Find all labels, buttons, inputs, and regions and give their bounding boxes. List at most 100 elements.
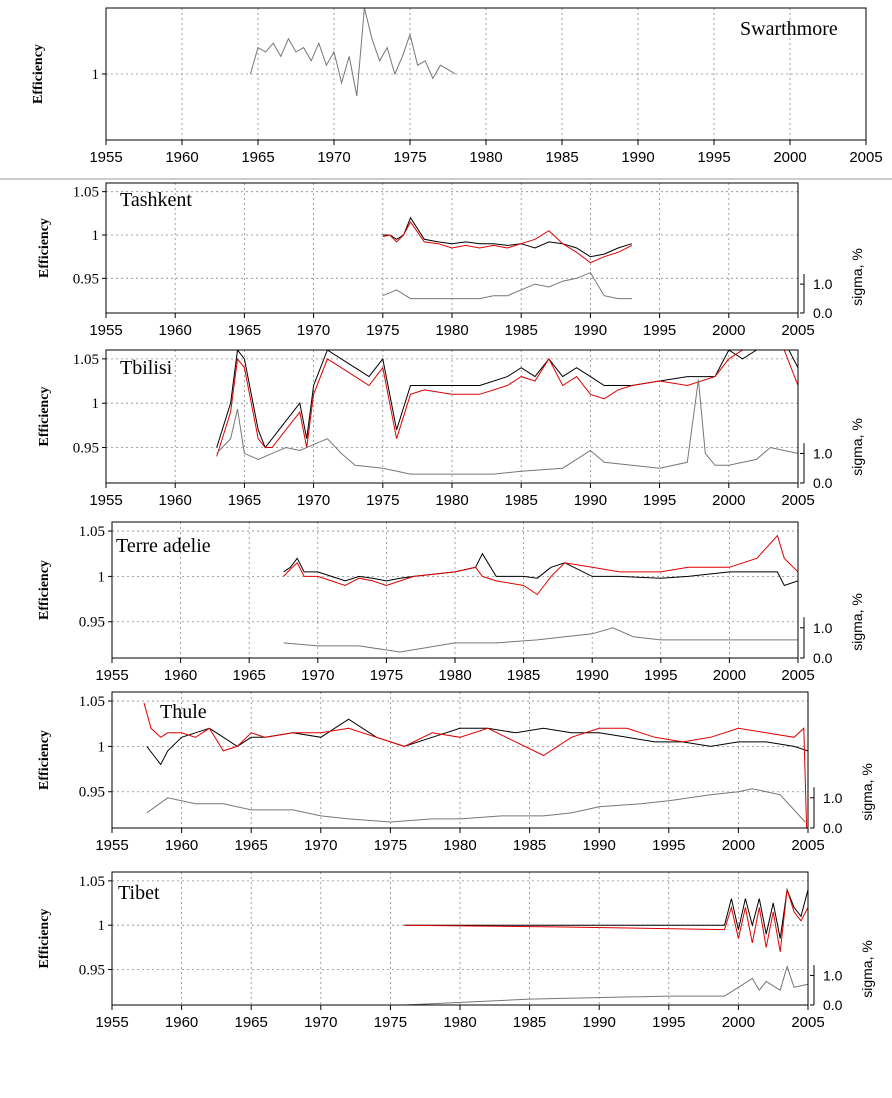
x-tick-label: 1970 bbox=[301, 667, 334, 684]
x-tick-label: 2000 bbox=[712, 492, 745, 509]
station-label: Thule bbox=[160, 701, 207, 723]
panel-frame bbox=[111, 691, 809, 829]
y-tick-label: 1.05 bbox=[73, 352, 99, 368]
panel-frame bbox=[105, 7, 867, 141]
black-series-line bbox=[283, 552, 798, 587]
sigma-axis-label: sigma, % bbox=[859, 940, 875, 998]
sigma-line bbox=[216, 379, 798, 475]
efficiency-line bbox=[249, 8, 456, 97]
x-tick-label: 2000 bbox=[773, 149, 806, 166]
x-tick-label: 1960 bbox=[165, 837, 198, 854]
red-series-line bbox=[283, 534, 798, 596]
panel-frame bbox=[105, 182, 799, 314]
y-tick-label: 1 bbox=[92, 396, 100, 412]
sigma-line bbox=[382, 271, 632, 300]
red-series-line bbox=[382, 221, 633, 264]
y-tick-label: 0.95 bbox=[79, 963, 105, 979]
panel-terre-adelie: 1955 1960 1965 1970 1975 1980 1985 1990 1995 2000… bbox=[37, 521, 865, 684]
x-tick-label: 1985 bbox=[505, 492, 538, 509]
x-tick-label: 2005 bbox=[781, 492, 814, 509]
x-tick-label: 1995 bbox=[652, 1014, 685, 1031]
y-axis-label: Efficiency bbox=[37, 730, 52, 790]
x-tick-label: 1975 bbox=[374, 1014, 407, 1031]
y-tick-label: 1.05 bbox=[79, 694, 105, 710]
x-tick-label: 1970 bbox=[317, 149, 350, 166]
x-tick-label: 2005 bbox=[791, 837, 824, 854]
y-tick-label: 0.95 bbox=[79, 615, 105, 631]
x-tick-label: 1985 bbox=[545, 149, 578, 166]
red-series-line bbox=[404, 889, 808, 952]
station-label: Tibet bbox=[118, 882, 160, 904]
y-tick-label: 1 bbox=[98, 569, 106, 585]
x-tick-label: 2005 bbox=[791, 1014, 824, 1031]
sigma-tick-label: 1.0 bbox=[813, 620, 833, 636]
y-tick-label: 1 bbox=[92, 228, 100, 244]
x-tick-label: 1985 bbox=[507, 667, 540, 684]
station-label: Terre adelie bbox=[116, 535, 211, 557]
x-tick-label: 1975 bbox=[393, 149, 426, 166]
x-tick-label: 1960 bbox=[159, 322, 192, 339]
sigma-tick-label: 1.0 bbox=[823, 790, 843, 806]
x-tick-label: 1965 bbox=[233, 667, 266, 684]
sigma-line bbox=[146, 788, 806, 823]
panel-frame bbox=[111, 871, 809, 1006]
x-tick-label: 1955 bbox=[89, 492, 122, 509]
x-tick-label: 1980 bbox=[438, 667, 471, 684]
y-tick-label: 1.05 bbox=[79, 874, 105, 890]
x-tick-label: 2005 bbox=[849, 149, 882, 166]
x-tick-label: 1990 bbox=[583, 1014, 616, 1031]
red-series-line bbox=[143, 702, 808, 828]
x-tick-label: 2000 bbox=[713, 667, 746, 684]
x-tick-label: 1970 bbox=[297, 492, 330, 509]
sigma-tick-label: 1.0 bbox=[813, 445, 833, 461]
panel-thule: 1955 1960 1965 1970 1975 1980 1985 1990 1995 2000… bbox=[37, 691, 875, 854]
y-axis-label: Efficiency bbox=[37, 560, 52, 620]
x-tick-label: 1955 bbox=[95, 837, 128, 854]
x-tick-label: 1980 bbox=[469, 149, 502, 166]
station-label: Swarthmore bbox=[740, 18, 838, 40]
x-tick-label: 2000 bbox=[722, 837, 755, 854]
x-tick-label: 1985 bbox=[513, 837, 546, 854]
y-tick-label: 1.05 bbox=[79, 524, 105, 540]
y-tick-label: 1 bbox=[92, 67, 100, 83]
y-tick-label: 1 bbox=[98, 918, 106, 934]
x-tick-label: 1970 bbox=[297, 322, 330, 339]
station-label: Tashkent bbox=[120, 189, 192, 211]
x-tick-label: 1975 bbox=[370, 667, 403, 684]
x-tick-label: 1965 bbox=[228, 322, 261, 339]
x-tick-label: 2005 bbox=[781, 322, 814, 339]
y-tick-label: 1 bbox=[98, 739, 106, 755]
x-tick-label: 1980 bbox=[435, 322, 468, 339]
x-tick-label: 1960 bbox=[165, 1014, 198, 1031]
x-tick-label: 1995 bbox=[697, 149, 730, 166]
x-tick-label: 1995 bbox=[643, 492, 676, 509]
black-series-line bbox=[404, 887, 808, 939]
x-tick-label: 1980 bbox=[435, 492, 468, 509]
black-series-line bbox=[216, 350, 798, 449]
sigma-line bbox=[283, 627, 798, 653]
black-series-line bbox=[146, 718, 808, 766]
y-axis-label: Efficiency bbox=[37, 909, 52, 969]
panel-tbilisi: 1955 1960 1965 1970 1975 1980 1985 1990 1995 2000… bbox=[37, 349, 865, 509]
x-tick-label: 1970 bbox=[304, 837, 337, 854]
x-tick-label: 1965 bbox=[228, 492, 261, 509]
x-tick-label: 1990 bbox=[574, 492, 607, 509]
x-tick-label: 1975 bbox=[374, 837, 407, 854]
station-label: Tbilisi bbox=[120, 357, 173, 379]
sigma-tick-label: 0.0 bbox=[823, 820, 843, 836]
sigma-axis-label: sigma, % bbox=[859, 763, 875, 821]
sigma-axis-label: sigma, % bbox=[849, 593, 865, 651]
x-tick-label: 1980 bbox=[443, 1014, 476, 1031]
x-tick-label: 1985 bbox=[505, 322, 538, 339]
sigma-tick-label: 1.0 bbox=[823, 967, 843, 983]
x-tick-label: 1990 bbox=[574, 322, 607, 339]
x-tick-label: 2000 bbox=[722, 1014, 755, 1031]
x-tick-label: 1960 bbox=[165, 149, 198, 166]
black-series-line bbox=[382, 216, 633, 258]
sigma-tick-label: 0.0 bbox=[813, 305, 833, 321]
x-tick-label: 1995 bbox=[644, 667, 677, 684]
sigma-tick-label: 0.0 bbox=[823, 997, 843, 1013]
sigma-axis-label: sigma, % bbox=[849, 248, 865, 306]
sigma-tick-label: 0.0 bbox=[813, 650, 833, 666]
